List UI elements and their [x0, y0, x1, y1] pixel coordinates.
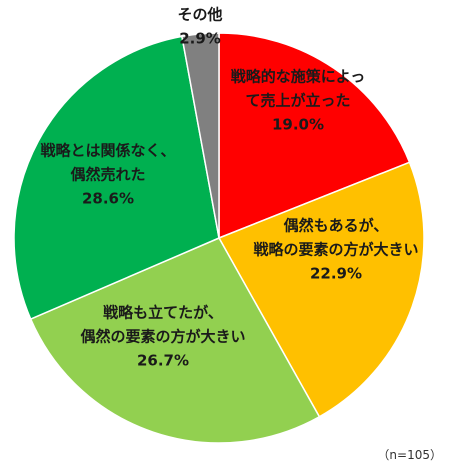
- slice-category-label: 戦略も立てたが、: [103, 304, 223, 322]
- sample-size-note: （n=105）: [377, 448, 442, 462]
- slice-category-label: て売上が立った: [245, 92, 350, 110]
- pie-slice-2: [29, 237, 321, 444]
- pie-slices: [13, 32, 425, 444]
- slice-category-label: 戦略の要素の方が大きい: [253, 241, 418, 259]
- pie-slice-1: [217, 161, 425, 418]
- slice-category-label: 偶然売れた: [70, 166, 145, 184]
- slice-value-label: 26.7%: [137, 352, 189, 370]
- pie-slice-0: [218, 32, 411, 240]
- slice-value-label: 19.0%: [272, 116, 324, 134]
- slice-label-1: 偶然もあるが、戦略の要素の方が大きい 22.9%: [253, 217, 418, 283]
- pie-labels: 戦略的な施策によって売上が立った 19.0% 偶然もあるが、戦略の要素の方が大きい 2…: [40, 6, 418, 370]
- slice-category-label: 偶然もあるが、: [284, 217, 389, 235]
- pie-slice-3: [13, 35, 220, 321]
- slice-value-label: 28.6%: [82, 190, 134, 208]
- pie-slice-4: [181, 32, 220, 239]
- slice-label-4: その他 2.9%: [177, 6, 222, 48]
- slice-value-label: 2.9%: [179, 30, 221, 48]
- slice-label-0: 戦略的な施策によって売上が立った 19.0%: [231, 68, 366, 134]
- slice-label-3: 戦略とは関係なく、偶然売れた 28.6%: [40, 142, 175, 208]
- slice-label-2: 戦略も立てたが、偶然の要素の方が大きい 26.7%: [80, 304, 245, 370]
- slice-category-label: 偶然の要素の方が大きい: [80, 328, 245, 346]
- slice-category-label: 戦略とは関係なく、: [40, 142, 175, 160]
- slice-category-label: 戦略的な施策によっ: [231, 68, 366, 86]
- slice-value-label: 22.9%: [310, 265, 362, 283]
- slice-category-label: その他: [177, 6, 222, 24]
